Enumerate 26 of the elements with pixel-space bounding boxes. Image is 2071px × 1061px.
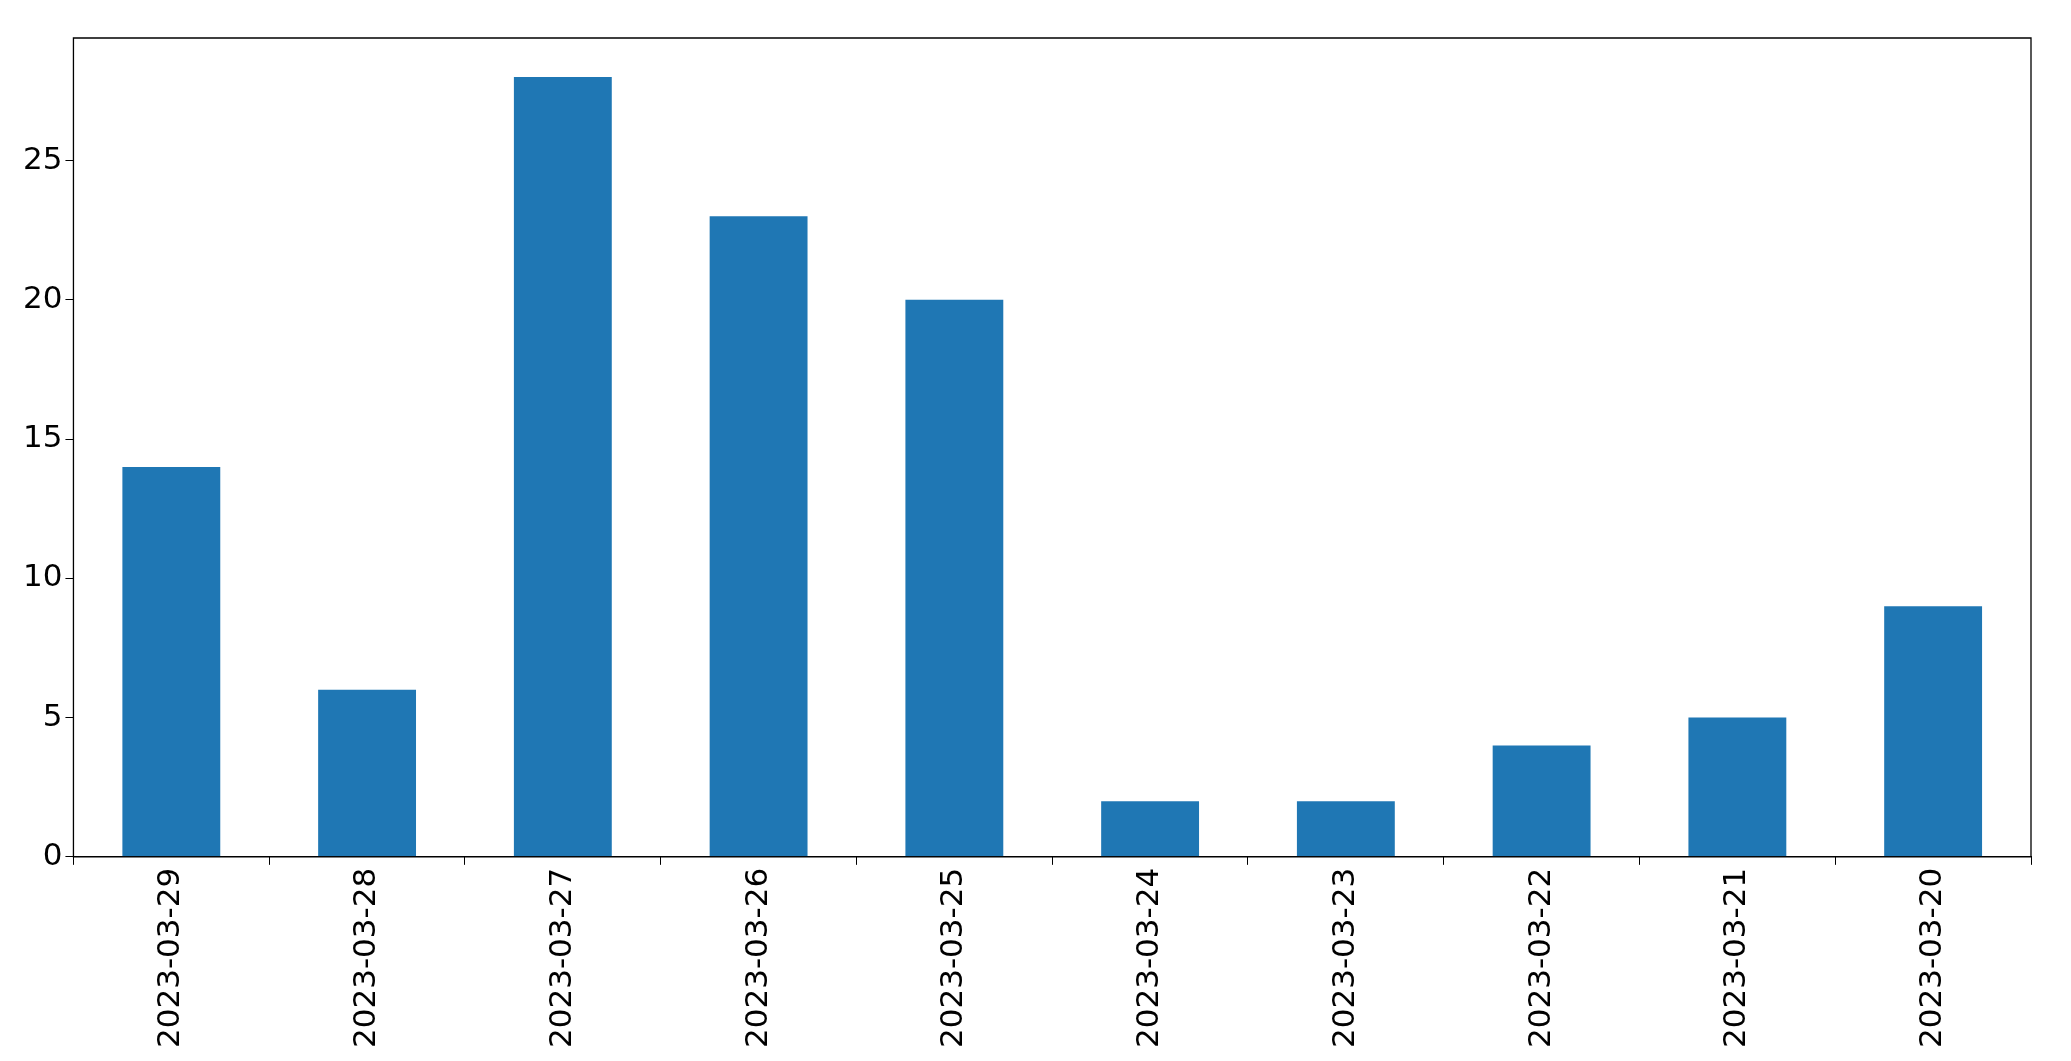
y-tick-label: 0 <box>42 835 63 872</box>
bar <box>1101 801 1200 857</box>
x-tick-label: 2023-03-29 <box>150 867 187 1049</box>
bar <box>513 76 612 857</box>
bar <box>1492 745 1591 857</box>
x-tick-label: 2023-03-25 <box>933 867 970 1049</box>
y-tick-label: 5 <box>42 696 63 733</box>
y-tick-label: 20 <box>22 278 63 315</box>
y-tick-label: 25 <box>22 139 63 176</box>
bar <box>1296 801 1395 857</box>
x-tick-label: 2023-03-28 <box>346 867 383 1049</box>
x-tick-label: 2023-03-23 <box>1324 867 1361 1049</box>
bar <box>1884 606 1983 857</box>
x-tick-label: 2023-03-21 <box>1716 867 1753 1049</box>
x-tick-label: 2023-03-26 <box>737 867 774 1049</box>
x-tick-label: 2023-03-22 <box>1520 867 1557 1049</box>
bar <box>905 299 1004 857</box>
x-tick-label: 2023-03-20 <box>1912 867 1949 1049</box>
y-tick-label: 15 <box>22 418 63 455</box>
bar <box>122 466 221 857</box>
bar <box>709 216 808 857</box>
x-tick-label: 2023-03-24 <box>1129 867 1166 1049</box>
bar <box>1688 717 1787 857</box>
bar <box>318 689 417 857</box>
x-tick-label: 2023-03-27 <box>541 867 578 1049</box>
y-tick-label: 10 <box>22 557 63 594</box>
